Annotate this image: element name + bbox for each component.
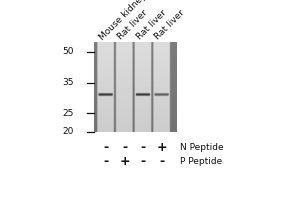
Text: 25: 25: [62, 109, 74, 118]
Text: Rat liver: Rat liver: [153, 8, 186, 42]
Text: 20: 20: [62, 127, 74, 136]
Text: Rat liver: Rat liver: [135, 8, 168, 42]
Text: -: -: [141, 155, 146, 168]
Text: -: -: [141, 141, 146, 154]
Text: +: +: [119, 155, 130, 168]
Text: -: -: [103, 141, 109, 154]
Text: P Peptide: P Peptide: [181, 157, 223, 166]
Text: Rat liver: Rat liver: [116, 8, 149, 42]
Text: -: -: [122, 141, 127, 154]
Text: N Peptide: N Peptide: [181, 143, 224, 152]
Text: -: -: [103, 155, 109, 168]
Text: +: +: [157, 141, 167, 154]
Text: -: -: [159, 155, 164, 168]
Text: Mouse kidney: Mouse kidney: [98, 0, 148, 42]
Text: 50: 50: [62, 47, 74, 56]
Text: 35: 35: [62, 78, 74, 87]
